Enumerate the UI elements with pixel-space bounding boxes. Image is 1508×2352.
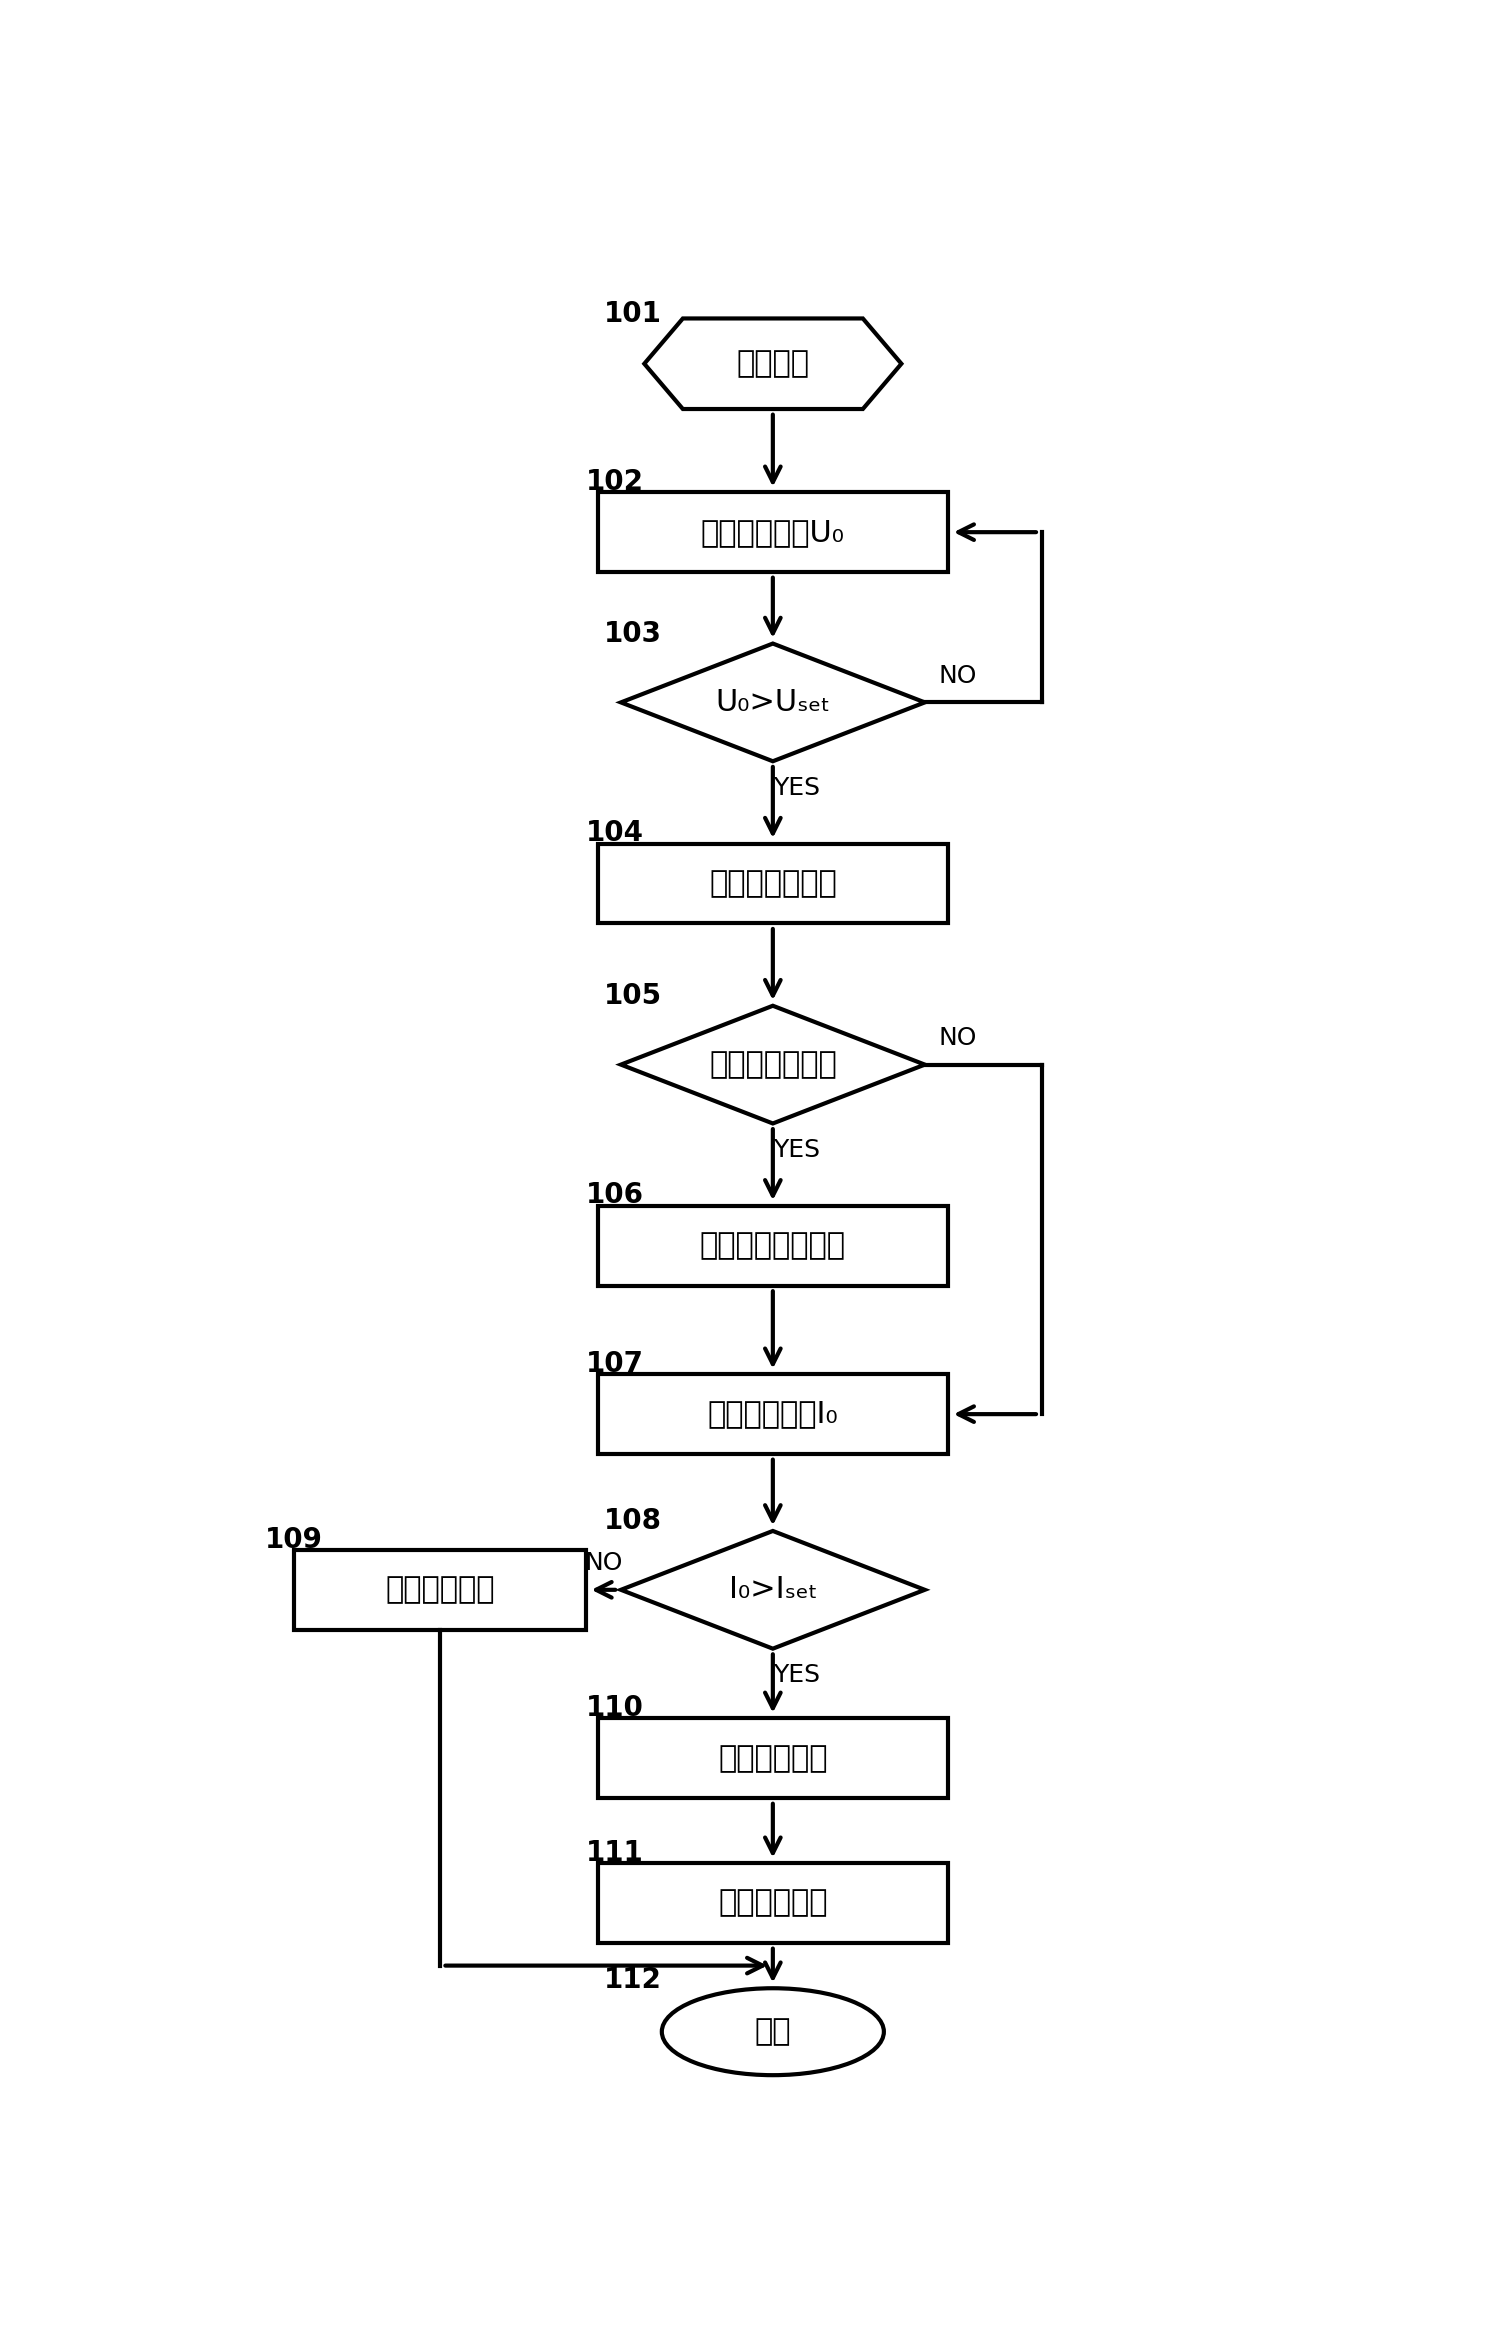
Text: 109: 109 <box>264 1526 323 1555</box>
Text: YES: YES <box>772 776 820 800</box>
Text: 103: 103 <box>603 621 662 649</box>
Bar <box>597 1374 949 1454</box>
Text: 选线结果处理: 选线结果处理 <box>718 1889 828 1917</box>
Text: 110: 110 <box>585 1693 644 1722</box>
Text: 104: 104 <box>585 818 644 847</box>
Text: 111: 111 <box>585 1839 644 1867</box>
Text: NO: NO <box>939 663 977 687</box>
Text: 系统扰动判断: 系统扰动判断 <box>385 1576 495 1604</box>
Text: U₀>Uₛₑₜ: U₀>Uₛₑₜ <box>715 687 831 717</box>
Text: 零序电流差分处理: 零序电流差分处理 <box>700 1230 846 1261</box>
Bar <box>597 844 949 924</box>
Bar <box>597 1207 949 1287</box>
Text: NO: NO <box>584 1552 623 1576</box>
Bar <box>597 1863 949 1943</box>
Text: 选线逻辑判断: 选线逻辑判断 <box>718 1743 828 1773</box>
Polygon shape <box>644 318 902 409</box>
Text: YES: YES <box>772 1138 820 1162</box>
Text: 108: 108 <box>603 1508 662 1536</box>
Text: NO: NO <box>939 1025 977 1049</box>
Bar <box>597 492 949 572</box>
Text: I₀>Iₛₑₜ: I₀>Iₛₑₜ <box>728 1576 817 1604</box>
Text: 保护启动: 保护启动 <box>736 348 810 379</box>
Text: 107: 107 <box>585 1350 644 1378</box>
Text: 101: 101 <box>603 299 662 327</box>
Bar <box>294 1550 585 1630</box>
Polygon shape <box>621 644 924 762</box>
Ellipse shape <box>662 1987 884 2074</box>
Text: 读取零序电流I₀: 读取零序电流I₀ <box>707 1399 838 1428</box>
Text: 105: 105 <box>603 983 662 1011</box>
Polygon shape <box>621 1007 924 1124</box>
Text: 读取零序电压U₀: 读取零序电压U₀ <box>701 517 844 546</box>
Bar <box>597 1719 949 1797</box>
Text: 置启动有效标志: 置启动有效标志 <box>709 868 837 898</box>
Text: YES: YES <box>772 1663 820 1686</box>
Text: 106: 106 <box>585 1181 644 1209</box>
Text: 结束: 结束 <box>754 2018 792 2046</box>
Text: 差分处理投入？: 差分处理投入？ <box>709 1049 837 1080</box>
Polygon shape <box>621 1531 924 1649</box>
Text: 102: 102 <box>585 468 644 496</box>
Text: 112: 112 <box>603 1966 662 1994</box>
